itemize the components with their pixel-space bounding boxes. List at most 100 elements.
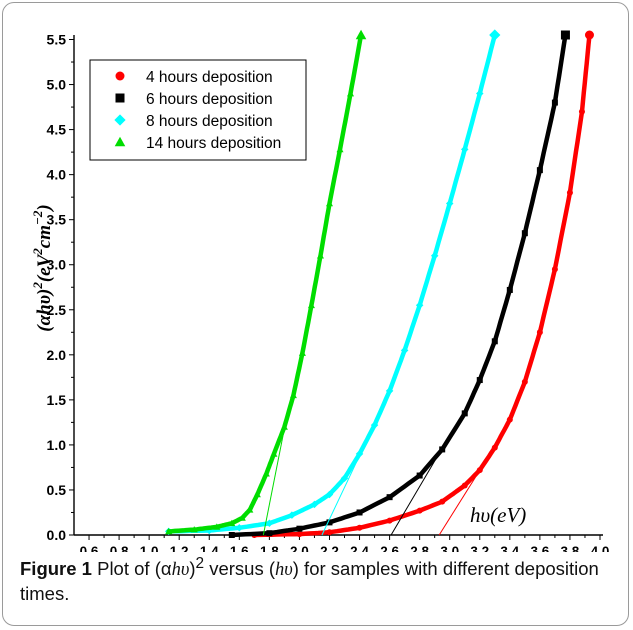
x-axis-label: hυ(eV) — [470, 503, 526, 527]
x-tick-label: 2.2 — [320, 544, 339, 552]
legend-label: 14 hours deposition — [146, 135, 281, 152]
data-point — [228, 532, 235, 538]
series-curve — [166, 32, 498, 534]
x-tick-label: 3.6 — [530, 544, 549, 552]
data-point — [296, 525, 303, 532]
legend-label: 8 hours deposition — [146, 113, 273, 130]
caption-label: Figure 1 — [20, 558, 92, 580]
data-point — [262, 470, 270, 477]
y-label-units-mid: cm — [34, 225, 55, 248]
x-tick-label: 1.4 — [200, 544, 219, 552]
y-label-units-exp1: 2 — [30, 248, 45, 256]
y-tick-label: 4.0 — [47, 167, 67, 183]
data-point — [400, 346, 409, 355]
y-label-units-post: ) — [34, 204, 55, 212]
series-end-marker — [584, 30, 594, 40]
y-tick-label: 2.5 — [47, 302, 67, 318]
data-point — [213, 523, 221, 530]
data-point — [235, 524, 244, 532]
data-point — [461, 482, 468, 489]
x-tick-label: 3.0 — [440, 544, 459, 552]
series-3 — [165, 29, 367, 536]
caption-sup: 2 — [195, 555, 205, 572]
series-0 — [251, 30, 594, 538]
data-point — [385, 387, 394, 395]
data-point — [566, 189, 573, 196]
x-tick-label: 0.6 — [80, 544, 99, 552]
data-point — [165, 527, 173, 535]
legend-item: 8 hours deposition — [114, 113, 273, 130]
y-tick-label: 3.5 — [47, 212, 67, 228]
y-label-units-exp2: −2 — [30, 210, 45, 225]
x-tick-label: 3.8 — [561, 544, 580, 552]
y-tick-label: 1.5 — [47, 392, 67, 408]
data-point — [551, 99, 558, 106]
data-point — [190, 526, 198, 533]
data-point — [460, 145, 469, 154]
legend-label: 4 hours deposition — [146, 69, 273, 86]
y-tick-label: 4.5 — [47, 122, 67, 138]
data-point — [296, 531, 303, 538]
legend-marker — [115, 71, 125, 81]
data-point — [280, 423, 288, 430]
data-point — [439, 498, 446, 505]
data-point — [491, 338, 498, 345]
series-end-marker — [355, 29, 367, 40]
series-end-marker — [489, 29, 501, 41]
caption-text-3: versus ( — [204, 558, 275, 580]
data-point — [289, 391, 297, 399]
series-1 — [228, 30, 570, 538]
caption-h2: hυ — [275, 560, 293, 581]
data-point — [326, 519, 333, 526]
tangent-line — [321, 455, 360, 536]
data-point — [445, 199, 454, 208]
y-label-exp: 2 — [30, 282, 45, 290]
data-point — [325, 199, 334, 207]
data-point — [415, 301, 424, 310]
data-point — [340, 474, 349, 482]
data-point — [386, 494, 393, 501]
data-point — [355, 450, 364, 458]
legend-marker — [114, 136, 126, 147]
data-point — [288, 511, 296, 519]
data-point — [476, 89, 484, 98]
x-tick-label: 3.2 — [470, 544, 489, 552]
legend-item: 14 hours deposition — [114, 135, 281, 152]
legend-marker — [114, 114, 126, 126]
data-point — [307, 301, 315, 309]
y-tick-label: 0.5 — [47, 482, 67, 498]
data-point — [356, 524, 363, 531]
data-point — [491, 444, 498, 451]
legend-label: 6 hours deposition — [146, 91, 273, 108]
x-tick-label: 1.8 — [260, 544, 279, 552]
data-point — [325, 490, 334, 499]
data-point — [238, 514, 246, 521]
series-end-marker — [560, 30, 570, 40]
data-point — [356, 509, 363, 516]
legend: 4 hours deposition 6 hours deposition 8 ho… — [89, 59, 307, 161]
x-tick-label: 1.0 — [140, 544, 159, 552]
x-axis-label-expr: hυ — [470, 503, 490, 527]
data-point — [316, 252, 324, 259]
y-tick-label: 1.0 — [47, 437, 67, 453]
figure-caption: Figure 1 Plot of (αhυ)2 versus (hυ) for … — [20, 552, 610, 606]
series-2 — [164, 29, 501, 536]
x-tick-label: 4.0 — [591, 544, 610, 552]
data-point — [386, 517, 393, 524]
data-point — [326, 529, 333, 536]
y-tick-label: 3.0 — [47, 257, 67, 273]
data-point — [265, 519, 274, 528]
data-point — [521, 378, 528, 385]
x-tick-label: 3.4 — [500, 544, 519, 552]
data-point — [246, 506, 254, 513]
data-point — [228, 519, 236, 527]
series-curve — [229, 32, 568, 538]
data-point — [430, 251, 439, 260]
legend-item: 6 hours deposition — [115, 91, 273, 108]
legend-marker — [115, 93, 125, 103]
data-point — [536, 329, 543, 336]
data-point — [336, 145, 344, 153]
data-point — [416, 507, 423, 514]
caption-h1: hυ — [171, 560, 190, 581]
data-point — [536, 167, 543, 174]
